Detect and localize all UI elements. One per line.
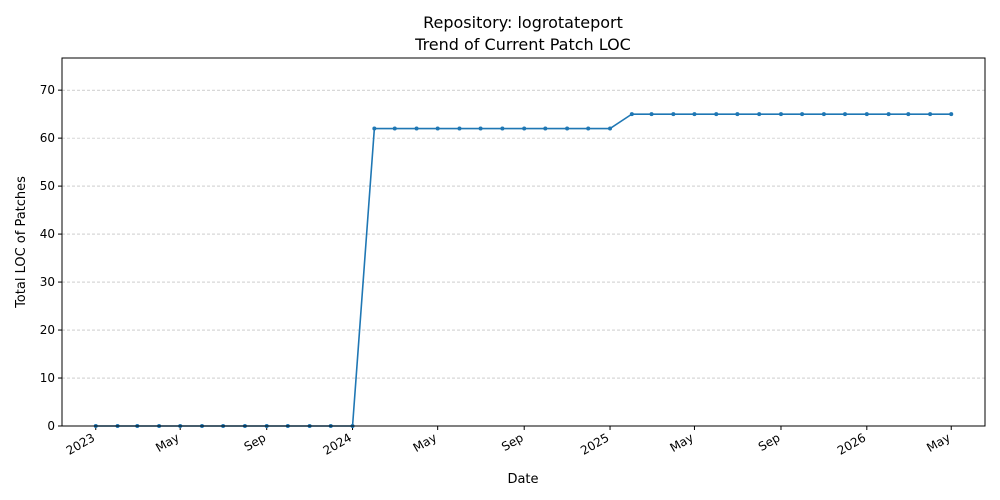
data-point — [778, 112, 783, 117]
x-tick-label: 2024 — [321, 430, 354, 457]
y-tick-label: 60 — [40, 131, 55, 145]
data-point — [629, 112, 634, 117]
data-point — [522, 126, 527, 131]
x-tick-label: Sep — [756, 430, 783, 453]
data-point — [608, 126, 613, 131]
data-point — [543, 126, 548, 131]
data-point — [372, 126, 377, 131]
data-point — [478, 126, 483, 131]
y-tick-label: 10 — [40, 371, 55, 385]
data-point — [392, 126, 397, 131]
y-axis: 0 10 20 30 40 50 60 70 — [40, 83, 62, 433]
x-tick-label: Sep — [242, 430, 269, 453]
plot-frame — [61, 57, 986, 427]
y-tick-label: 40 — [40, 227, 55, 241]
data-point — [414, 126, 419, 131]
x-tick-label: May — [153, 430, 181, 455]
gridlines — [62, 89, 985, 379]
y-tick-label: 50 — [40, 179, 55, 193]
chart-subtitle: Trend of Current Patch LOC — [414, 35, 631, 54]
data-point — [757, 112, 762, 117]
y-tick-label: 0 — [47, 419, 55, 433]
data-point — [692, 112, 697, 117]
data-point — [457, 126, 462, 131]
x-tick-label: May — [411, 430, 439, 455]
data-point — [886, 112, 891, 117]
series-line-path — [95, 113, 952, 427]
x-tick-label: 2026 — [835, 430, 868, 457]
data-point — [714, 112, 719, 117]
y-axis-label: Total LOC of Patches — [14, 176, 29, 309]
x-tick-label: 2025 — [578, 430, 611, 457]
series-line — [93, 112, 954, 428]
y-tick-label: 70 — [40, 83, 55, 97]
data-point — [435, 126, 440, 131]
x-axis-label: Date — [507, 472, 538, 487]
data-point — [586, 126, 591, 131]
data-point — [735, 112, 740, 117]
chart-title: Repository: logrotateport — [423, 13, 623, 32]
data-point — [800, 112, 805, 117]
y-tick-label: 20 — [40, 323, 55, 337]
y-tick-label: 30 — [40, 275, 55, 289]
x-tick-label: May — [667, 430, 695, 455]
data-point — [906, 112, 911, 117]
data-point — [928, 112, 933, 117]
data-point — [500, 126, 505, 131]
data-point — [949, 112, 954, 117]
data-point — [843, 112, 848, 117]
x-axis: 2023 May Sep 2024 May Sep 2025 May Sep 2026 May — [64, 426, 953, 458]
x-tick-label: Sep — [499, 430, 526, 453]
data-point — [565, 126, 570, 131]
x-tick-label: 2023 — [64, 430, 97, 457]
data-point — [864, 112, 869, 117]
x-tick-label: May — [924, 430, 952, 455]
data-point — [671, 112, 676, 117]
data-point — [821, 112, 826, 117]
data-point — [649, 112, 654, 117]
